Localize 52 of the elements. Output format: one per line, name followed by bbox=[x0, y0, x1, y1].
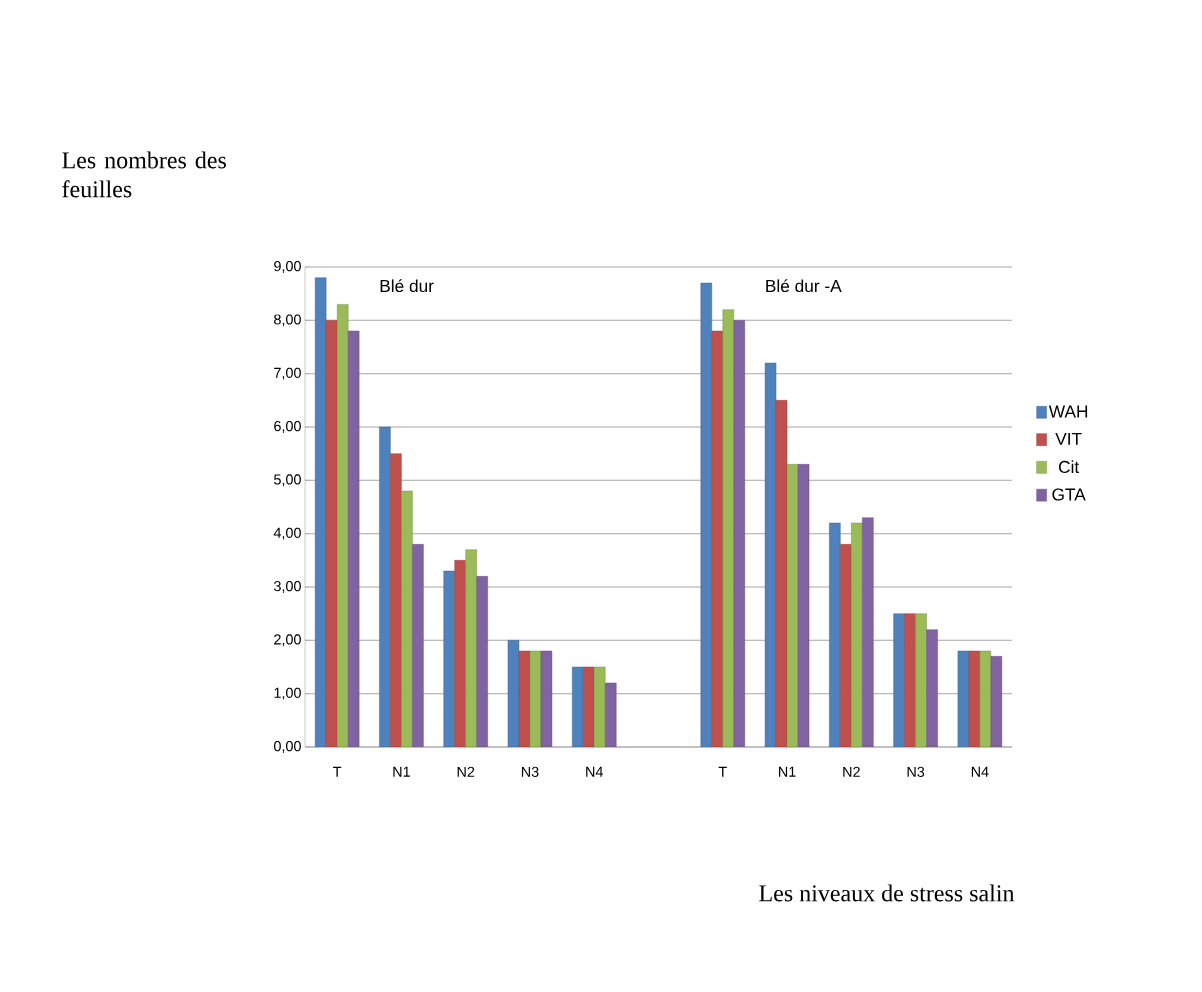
x-tick-label: N1 bbox=[779, 766, 796, 777]
x-tick-label: N3 bbox=[521, 766, 539, 777]
bar bbox=[764, 362, 777, 747]
x-tick-label: T bbox=[333, 766, 342, 777]
bar bbox=[379, 426, 391, 747]
bar bbox=[390, 453, 402, 747]
bar bbox=[915, 613, 927, 747]
bar bbox=[957, 650, 970, 747]
y-tick-label: 6,00 bbox=[274, 421, 301, 433]
x-tick-label: N2 bbox=[457, 766, 475, 777]
y-tick-label: 2,00 bbox=[274, 634, 301, 647]
y-axis-title: Les nombres des feuilles bbox=[62, 151, 226, 198]
y-tick-label: 8,00 bbox=[274, 314, 301, 327]
legend-label: WAH bbox=[1048, 405, 1088, 418]
bar bbox=[722, 309, 734, 747]
bar bbox=[840, 544, 852, 747]
y-tick-label: 1,00 bbox=[274, 687, 301, 700]
y-tick-label: 7,00 bbox=[274, 367, 301, 380]
annotation: Blé dur -A bbox=[766, 279, 842, 293]
x-tick-label: N1 bbox=[393, 766, 410, 777]
annotation: Blé dur bbox=[380, 279, 434, 293]
x-tick-label: N2 bbox=[843, 766, 860, 777]
y-tick-label: 3,00 bbox=[274, 581, 301, 593]
bar bbox=[862, 517, 874, 747]
bar bbox=[401, 490, 413, 747]
x-tick-label: T bbox=[718, 766, 727, 777]
y-tick-label: 0,00 bbox=[274, 741, 301, 753]
bar bbox=[507, 640, 520, 747]
x-tick-label: N4 bbox=[586, 766, 604, 777]
y-tick-label: 4,00 bbox=[273, 527, 301, 540]
bar bbox=[476, 576, 488, 747]
bar bbox=[465, 549, 477, 747]
bar bbox=[711, 330, 723, 747]
bar bbox=[572, 666, 584, 747]
bar bbox=[733, 320, 745, 747]
bar bbox=[412, 544, 424, 747]
bar bbox=[454, 560, 466, 747]
bar bbox=[904, 613, 916, 747]
bar bbox=[893, 613, 905, 747]
bar bbox=[829, 522, 841, 747]
legend-label: VIT bbox=[1055, 432, 1082, 445]
x-tick-label: N4 bbox=[971, 766, 989, 777]
x-axis-title: Les niveaux de stress salin bbox=[759, 884, 1015, 902]
bar bbox=[443, 570, 455, 747]
bar bbox=[926, 629, 938, 747]
x-tick-label: N3 bbox=[907, 766, 925, 777]
y-tick-label: 5,00 bbox=[274, 474, 301, 487]
bar bbox=[851, 522, 863, 747]
legend-label: GTA bbox=[1052, 488, 1086, 501]
y-tick-label: 9,00 bbox=[274, 261, 301, 273]
bar bbox=[700, 282, 712, 747]
legend-label: Cit bbox=[1058, 460, 1080, 474]
